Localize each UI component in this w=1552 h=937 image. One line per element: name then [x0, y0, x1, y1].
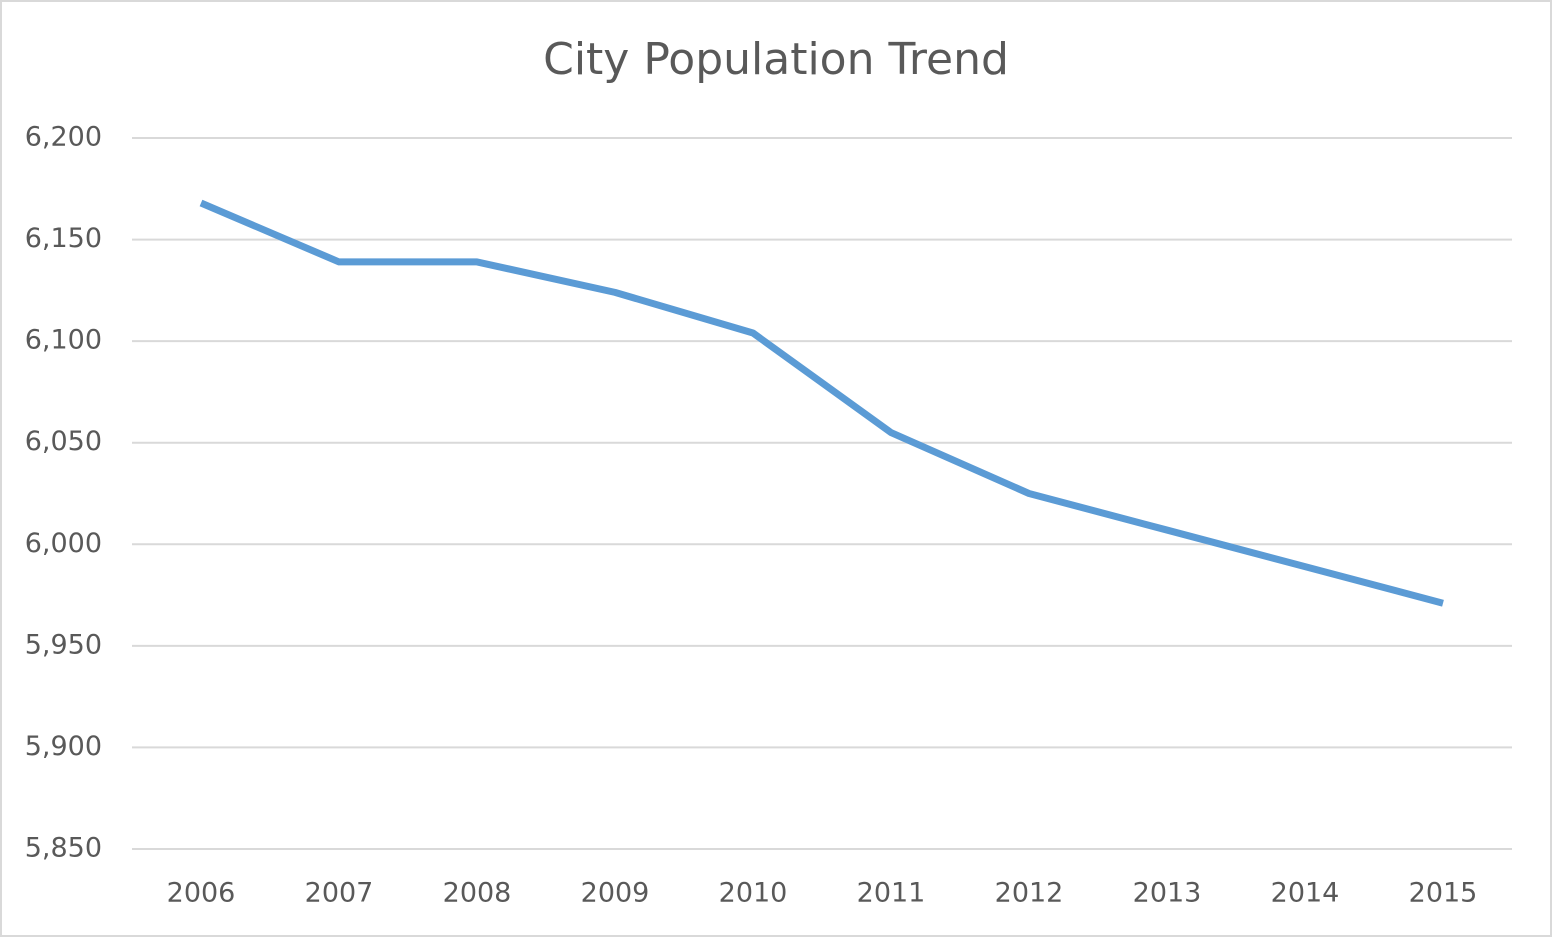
x-tick-label: 2006: [167, 878, 236, 909]
x-tick-label: 2010: [719, 878, 788, 909]
y-tick-label: 6,150: [25, 223, 102, 254]
y-tick-label: 6,000: [25, 528, 102, 559]
x-tick-label: 2014: [1271, 878, 1340, 909]
y-tick-label: 5,850: [25, 833, 102, 864]
y-tick-label: 5,900: [25, 731, 102, 762]
x-tick-label: 2009: [581, 878, 650, 909]
x-tick-label: 2015: [1409, 878, 1478, 909]
y-tick-label: 5,950: [25, 629, 102, 660]
y-tick-label: 6,200: [25, 122, 102, 153]
y-tick-label: 6,050: [25, 426, 102, 457]
x-tick-label: 2008: [443, 878, 512, 909]
x-tick-label: 2013: [1133, 878, 1202, 909]
data-line: [199, 199, 1444, 607]
x-tick-label: 2007: [305, 878, 374, 909]
chart-title: City Population Trend: [543, 34, 1009, 85]
y-tick-label: 6,100: [25, 325, 102, 356]
x-tick-label: 2012: [995, 878, 1064, 909]
x-tick-label: 2011: [857, 878, 926, 909]
